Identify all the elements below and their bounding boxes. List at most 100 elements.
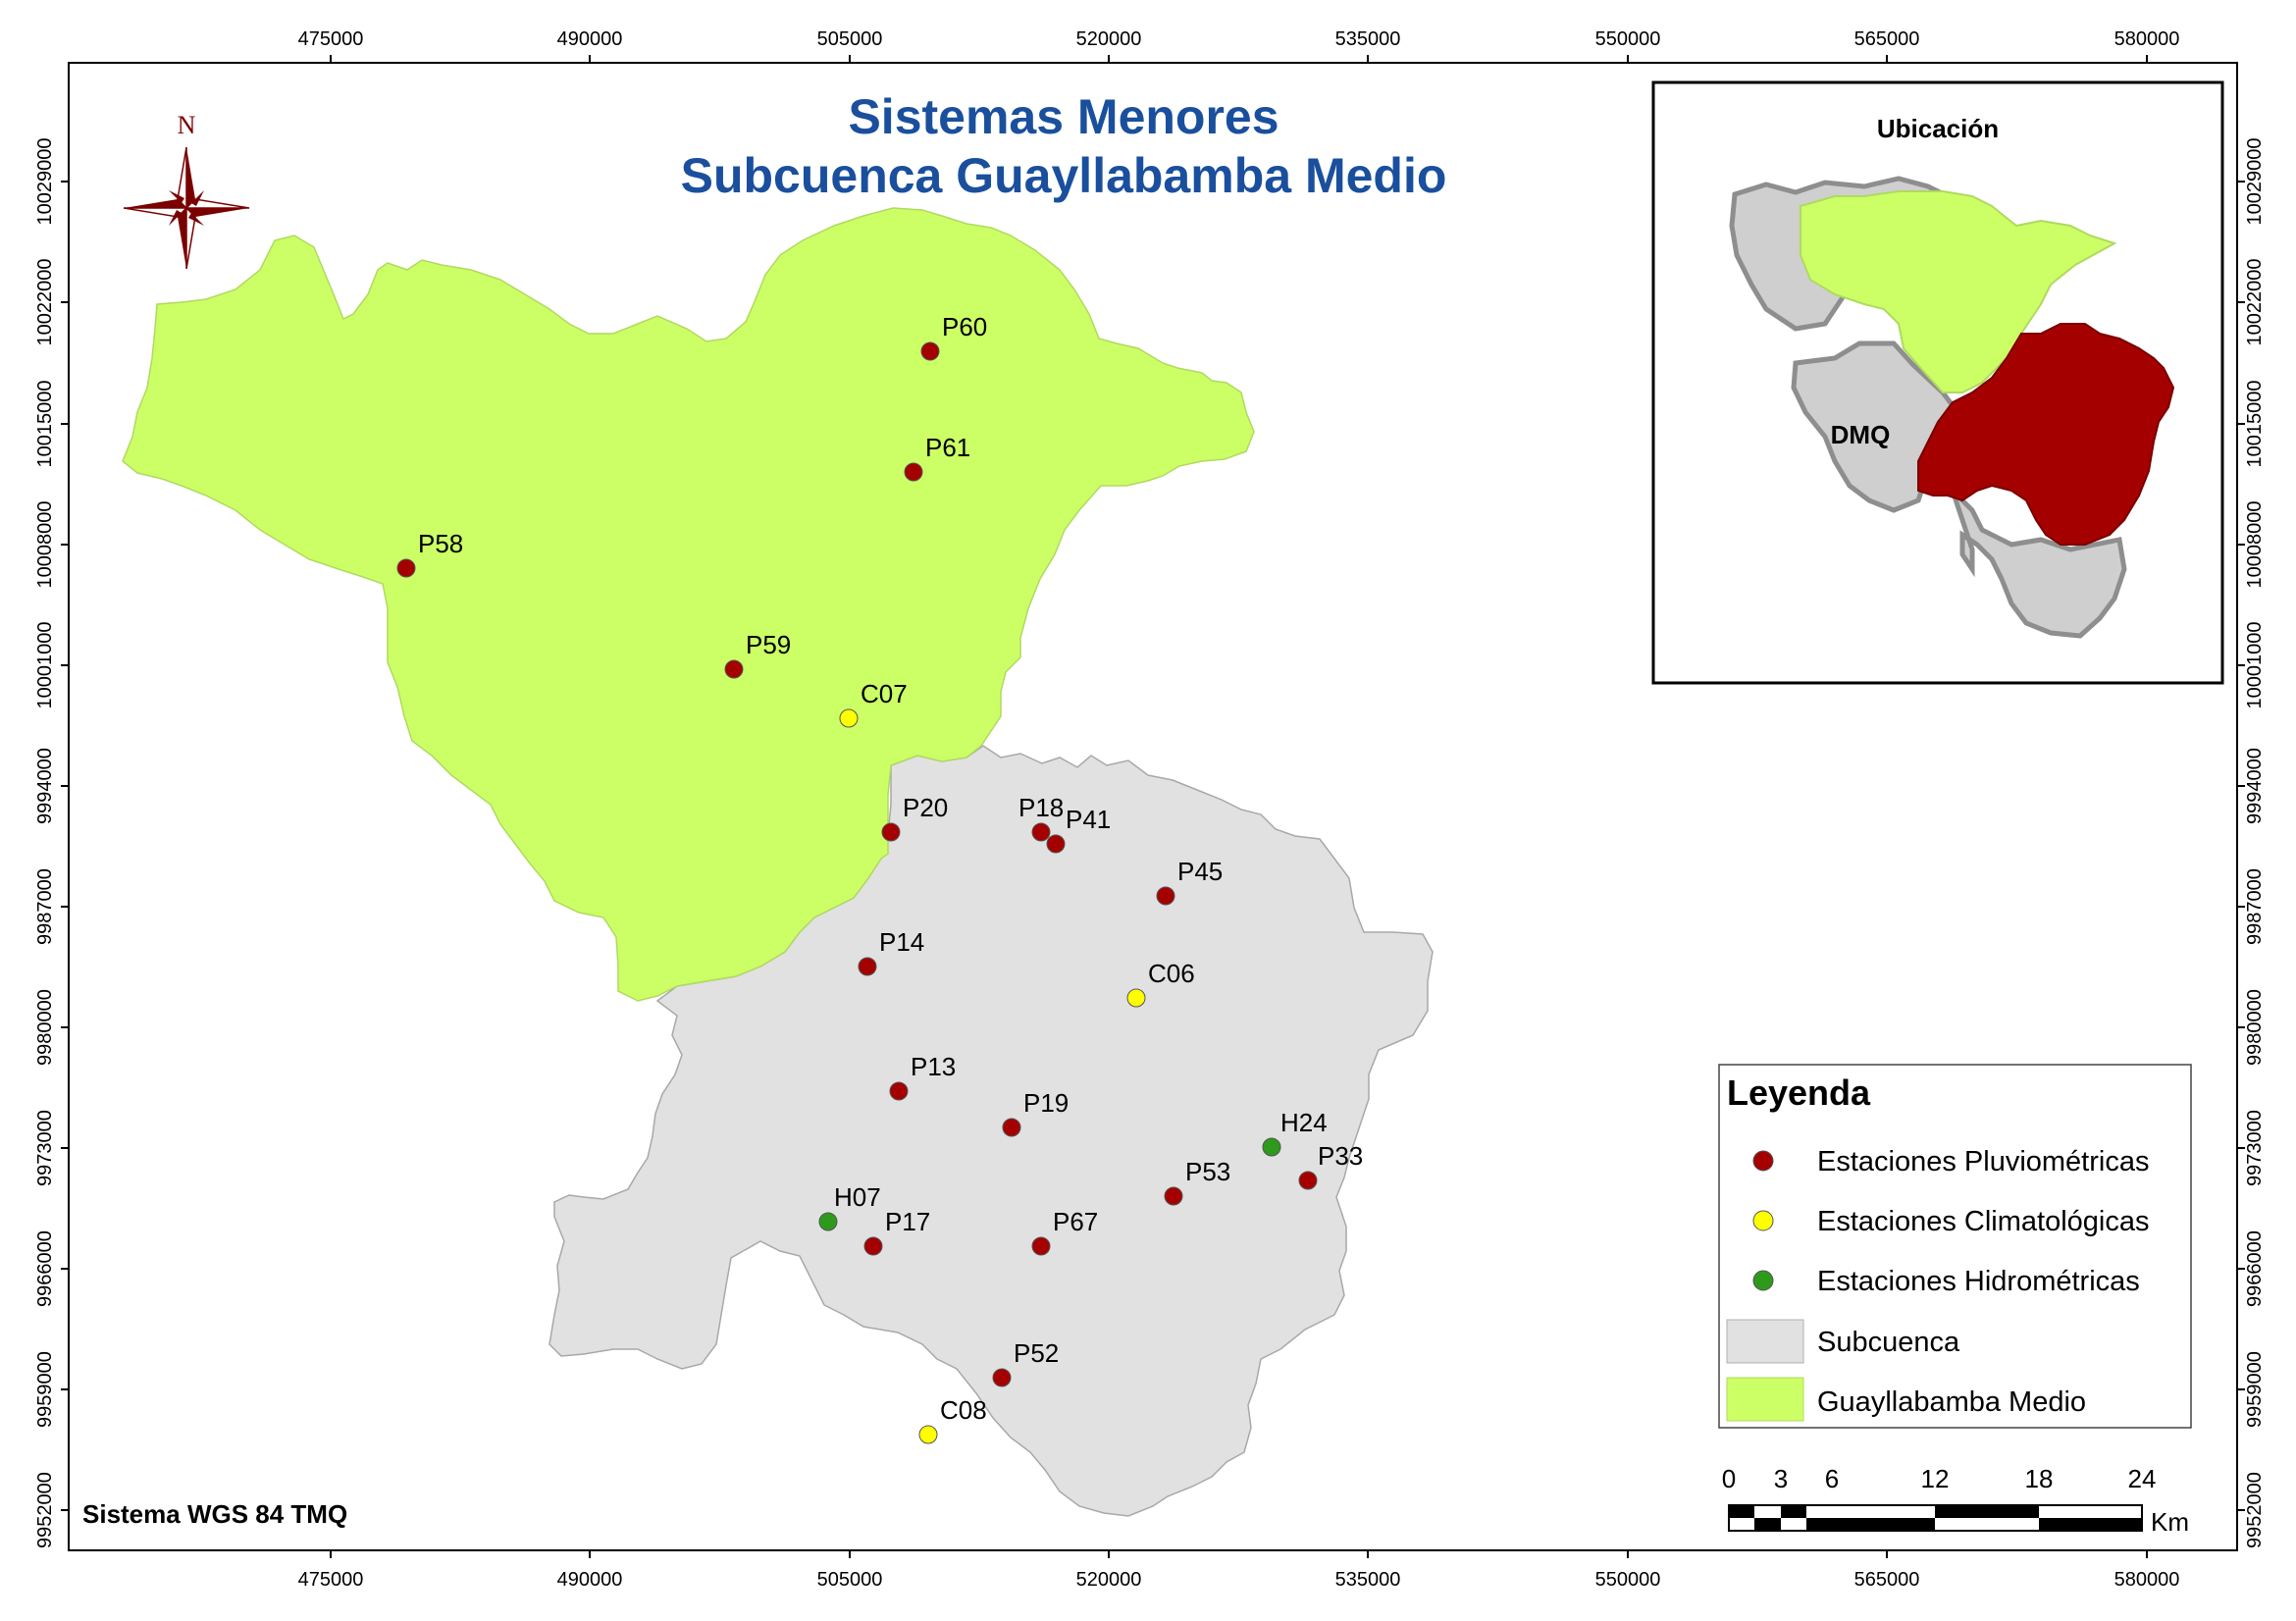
station-label-p52: P52	[1014, 1338, 1059, 1368]
scale-tick-label: 6	[1825, 1464, 1839, 1493]
y-tick-left: 10001000	[34, 622, 56, 709]
station-label-p33: P33	[1318, 1141, 1363, 1171]
inset-dmq-label: DMQ	[1831, 420, 1891, 449]
station-marker-p20	[881, 822, 901, 842]
scale-bar: 0 3 6 12 18 24 Km	[1722, 1464, 2189, 1537]
x-tick-top: 475000	[298, 28, 364, 50]
y-tick-left: 10008000	[34, 501, 56, 589]
map-inner-frame	[68, 62, 2238, 1551]
station-label-p41: P41	[1066, 805, 1111, 834]
station-marker-p18	[1031, 822, 1051, 842]
y-tick-labels-right: 10029000 10022000 10015000 10008000 1000…	[2244, 138, 2266, 1548]
x-tick-marks-top	[330, 55, 2148, 63]
y-tick-left: 9987000	[34, 868, 56, 945]
legend-frame	[1718, 1064, 2192, 1429]
legend: Leyenda Estaciones Pluviométricas Estaci…	[1718, 1064, 2192, 1429]
y-tick-right: 9994000	[2244, 748, 2266, 824]
x-tick-top: 565000	[1854, 28, 1920, 50]
station-marker-p52	[992, 1368, 1012, 1387]
y-tick-left: 10015000	[34, 381, 56, 468]
station-label-p19: P19	[1023, 1088, 1069, 1118]
y-tick-right: 9987000	[2244, 868, 2266, 945]
x-tick-bottom: 475000	[298, 1569, 364, 1591]
station-marker-p59	[724, 659, 744, 679]
station-label-p17: P17	[885, 1207, 930, 1236]
y-tick-left: 9959000	[34, 1351, 56, 1428]
y-tick-right: 10015000	[2244, 381, 2266, 468]
legend-item-subcuenca: Subcuenca	[1817, 1327, 1960, 1358]
station-label-p58: P58	[418, 529, 463, 558]
inset-guayllabamba-polygon	[1800, 190, 2117, 393]
legend-title: Leyenda	[1727, 1072, 1871, 1113]
coordinate-system-label: Sistema WGS 84 TMQ	[82, 1499, 347, 1529]
y-tick-left: 9966000	[34, 1230, 56, 1307]
y-tick-marks-right	[2237, 181, 2245, 1511]
station-label-p18: P18	[1018, 793, 1064, 822]
station-label-h24: H24	[1280, 1108, 1328, 1137]
x-tick-labels-top: 475000 490000 505000 520000 535000 55000…	[298, 28, 2180, 50]
y-tick-right: 10029000	[2244, 138, 2266, 226]
y-tick-right: 10022000	[2244, 259, 2266, 346]
legend-clima-symbol	[1752, 1210, 1774, 1231]
station-marker-h07	[818, 1212, 838, 1231]
y-tick-right: 9959000	[2244, 1351, 2266, 1428]
station-label-p13: P13	[911, 1052, 956, 1081]
station-marker-c07	[839, 708, 859, 728]
station-marker-p19	[1002, 1118, 1021, 1137]
map-title-line1: Sistemas Menores	[848, 89, 1278, 144]
x-tick-top: 550000	[1595, 28, 1661, 50]
station-label-p60: P60	[942, 312, 987, 341]
legend-item-clima: Estaciones Climatológicas	[1817, 1206, 2149, 1237]
station-marker-c06	[1126, 988, 1146, 1008]
y-tick-left: 9973000	[34, 1110, 56, 1186]
station-marker-p58	[396, 558, 416, 578]
inset-title: Ubicación	[1877, 114, 1999, 143]
scale-tick-label: 12	[1921, 1464, 1950, 1493]
y-tick-right: 10001000	[2244, 622, 2266, 709]
legend-guayllabamba-swatch	[1726, 1377, 1804, 1422]
station-marker-p13	[889, 1081, 909, 1101]
station-label-p67: P67	[1053, 1207, 1098, 1236]
x-tick-top: 520000	[1076, 28, 1142, 50]
y-tick-left: 10029000	[34, 138, 56, 226]
legend-subcuenca-swatch	[1726, 1319, 1804, 1364]
y-tick-right: 9966000	[2244, 1230, 2266, 1307]
legend-item-pluvio: Estaciones Pluviométricas	[1817, 1146, 2149, 1177]
y-tick-right: 10008000	[2244, 501, 2266, 589]
y-tick-left: 9994000	[34, 748, 56, 824]
x-tick-bottom: 580000	[2114, 1569, 2180, 1591]
inset-subcuenca-polygon	[1917, 323, 2175, 546]
x-tick-bottom: 490000	[557, 1569, 623, 1591]
x-tick-bottom: 535000	[1335, 1569, 1401, 1591]
y-tick-labels-left: 10029000 10022000 10015000 10008000 1000…	[34, 138, 56, 1548]
station-marker-c08	[918, 1425, 938, 1444]
scale-unit: Km	[2151, 1507, 2189, 1537]
station-label-p20: P20	[903, 793, 948, 822]
station-label-p53: P53	[1185, 1157, 1230, 1186]
stations-layer: P60 P61 P58 P59 C07 P20 P18 P41 P45 P14 C06 P13 P19 H…	[396, 312, 1363, 1444]
y-tick-right: 9973000	[2244, 1110, 2266, 1186]
station-label-p45: P45	[1177, 857, 1223, 886]
station-label-h07: H07	[834, 1182, 881, 1212]
station-label-p14: P14	[879, 927, 924, 957]
legend-item-guayllabamba: Guayllabamba Medio	[1817, 1386, 2086, 1418]
x-tick-top: 490000	[557, 28, 623, 50]
station-label-p61: P61	[925, 433, 970, 462]
x-tick-labels-bottom: 475000 490000 505000 520000 535000 55000…	[298, 1569, 2180, 1591]
station-marker-p33	[1298, 1171, 1318, 1190]
x-tick-top: 535000	[1335, 28, 1401, 50]
x-tick-bottom: 505000	[817, 1569, 883, 1591]
station-label-c07: C07	[861, 679, 908, 708]
y-tick-left: 9952000	[34, 1472, 56, 1548]
station-marker-h24	[1262, 1137, 1281, 1157]
station-label-c08: C08	[940, 1395, 987, 1425]
scale-tick-label: 3	[1774, 1464, 1788, 1493]
x-tick-bottom: 565000	[1854, 1569, 1920, 1591]
y-tick-right: 9952000	[2244, 1472, 2266, 1548]
x-tick-marks-bottom	[330, 1550, 2148, 1558]
station-marker-p61	[904, 462, 923, 482]
station-marker-p17	[863, 1236, 883, 1256]
scale-tick-label: 0	[1722, 1464, 1736, 1493]
y-tick-left: 9980000	[34, 989, 56, 1066]
